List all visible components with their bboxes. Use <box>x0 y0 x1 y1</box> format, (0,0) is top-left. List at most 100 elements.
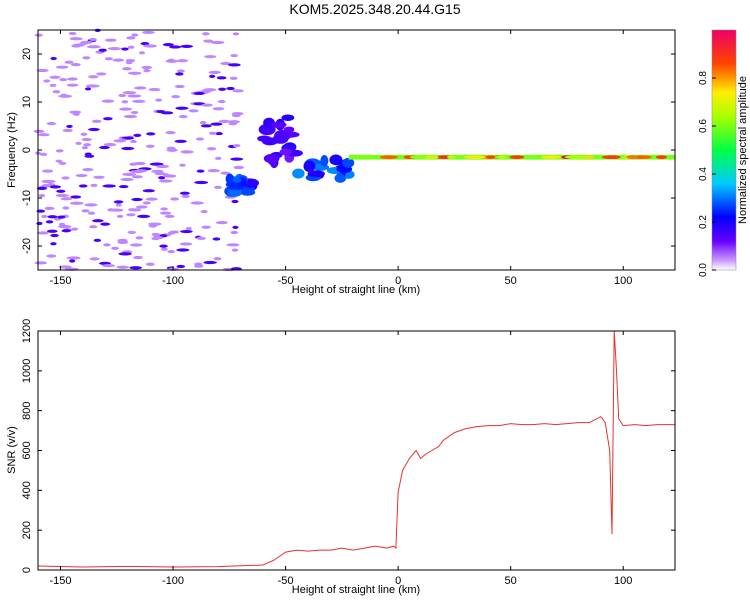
noise-blob <box>176 248 190 252</box>
noise-blob <box>129 266 142 270</box>
signal-blob <box>336 173 345 182</box>
signal-blob <box>329 154 343 166</box>
noise-blob <box>84 87 92 91</box>
signal-peak <box>498 155 507 159</box>
noise-blob <box>55 65 69 69</box>
noise-blob <box>68 31 77 36</box>
noise-blob <box>85 84 100 88</box>
noise-blob <box>201 225 211 229</box>
noise-blob <box>41 179 56 184</box>
spectrogram-x-ticks: -150 -100 -50 0 50 100 <box>49 30 632 287</box>
noise-blob <box>165 131 176 135</box>
noise-blob <box>37 231 49 235</box>
noise-blob <box>89 225 98 229</box>
noise-blob <box>216 76 227 80</box>
noise-blob <box>93 175 105 179</box>
noise-blob <box>34 33 43 37</box>
noise-blob <box>121 47 129 51</box>
noise-blob <box>159 211 172 215</box>
signal-blob <box>232 176 242 183</box>
spectrogram-feature <box>292 154 355 183</box>
noise-blob <box>117 238 128 242</box>
noise-blob <box>202 32 210 36</box>
spectrogram-marks <box>33 28 675 272</box>
noise-blob <box>206 147 217 151</box>
noise-blob <box>222 267 232 272</box>
noise-blob <box>201 103 213 107</box>
noise-blob <box>67 77 78 81</box>
y-tick-label: 1000 <box>21 359 33 383</box>
snr-background <box>38 331 675 570</box>
noise-blob <box>34 261 47 265</box>
noise-blob <box>175 72 184 76</box>
noise-blob <box>75 141 82 145</box>
noise-blob <box>81 137 92 142</box>
noise-blob <box>88 75 99 79</box>
noise-blob <box>160 207 168 211</box>
noise-blob <box>112 58 125 62</box>
noise-blob <box>149 162 164 166</box>
noise-blob <box>174 84 185 89</box>
noise-blob <box>167 250 176 254</box>
noise-blob <box>57 215 66 219</box>
noise-blob <box>56 189 66 193</box>
noise-blob <box>204 55 217 59</box>
noise-blob <box>49 83 57 88</box>
noise-blob <box>210 122 223 126</box>
noise-blob <box>130 170 144 174</box>
noise-blob <box>82 56 91 60</box>
x-tick-label: 50 <box>505 575 517 587</box>
noise-blob <box>145 262 155 266</box>
noise-blob <box>203 260 217 265</box>
noise-blob <box>86 45 101 49</box>
noise-blob <box>155 98 162 102</box>
colorbar-tick-label: 0.4 <box>698 167 709 181</box>
noise-blob <box>168 147 177 151</box>
noise-blob <box>214 156 222 160</box>
snr-y-ticks: 0 200 400 600 800 1000 1200 <box>21 319 675 573</box>
noise-blob <box>58 161 67 165</box>
noise-blob <box>196 236 206 240</box>
noise-blob <box>102 184 116 188</box>
noise-blob <box>130 139 137 144</box>
snr-panel: -150 -100 -50 0 50 100 020040060080010001200 … <box>6 319 676 596</box>
noise-blob <box>212 237 221 241</box>
signal-peak <box>509 155 525 159</box>
signal-blob <box>342 157 355 168</box>
colorbar: 0.0 0.2 0.4 0.6 0.8 Normalized spectral ampl… <box>698 29 749 277</box>
noise-blob <box>42 169 54 173</box>
colorbar-tick-label: 0.0 <box>698 263 709 277</box>
noise-blob <box>209 74 216 78</box>
noise-blob <box>179 163 186 167</box>
noise-blob <box>180 150 194 154</box>
noise-blob <box>141 65 153 70</box>
noise-blob <box>133 255 144 260</box>
noise-blob <box>84 203 98 207</box>
signal-peak <box>486 155 496 159</box>
noise-blob <box>176 264 186 269</box>
noise-blob <box>81 209 90 213</box>
signal-peak <box>463 155 486 159</box>
noise-blob <box>113 139 127 143</box>
noise-blob <box>228 120 240 124</box>
x-tick-label: 100 <box>614 575 632 587</box>
noise-blob <box>93 238 102 242</box>
noise-blob <box>49 75 61 79</box>
noise-blob <box>185 226 192 231</box>
noise-blob <box>195 137 204 141</box>
signal-peak <box>626 155 639 159</box>
noise-blob <box>69 201 84 205</box>
noise-blob <box>87 211 96 215</box>
noise-blob <box>118 252 132 256</box>
noise-blob <box>58 94 73 98</box>
noise-blob <box>113 200 124 204</box>
noise-blob <box>130 243 143 247</box>
noise-blob <box>44 206 55 210</box>
noise-blob <box>118 93 127 98</box>
noise-blob <box>46 254 57 258</box>
noise-blob <box>145 144 155 148</box>
noise-blob <box>36 68 49 73</box>
x-tick-label: -50 <box>278 575 294 587</box>
noise-blob <box>122 67 132 71</box>
